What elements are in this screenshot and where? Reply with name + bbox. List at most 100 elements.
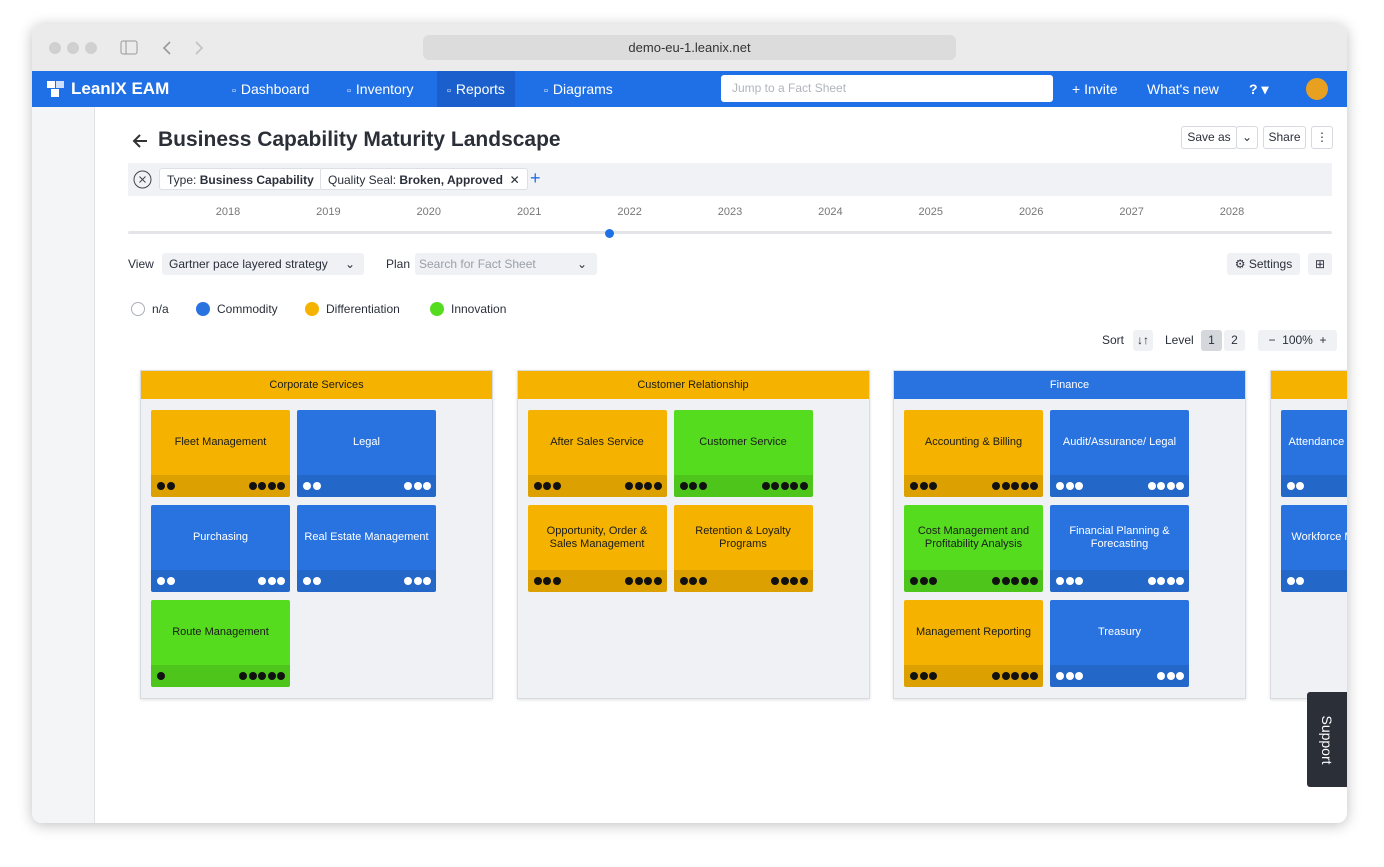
window-minimize[interactable] <box>67 42 79 54</box>
clear-filters[interactable] <box>133 170 152 189</box>
group-header <box>1270 371 1347 399</box>
maturity-dots <box>992 577 1038 585</box>
dot <box>552 577 561 585</box>
settings-button[interactable]: ⚙ Settings <box>1227 253 1300 275</box>
browser-nav-icons[interactable] <box>120 39 240 57</box>
capability-card[interactable]: Accounting & Billing <box>904 410 1043 497</box>
legend-item[interactable]: Differentiation <box>305 301 400 317</box>
dot <box>1157 672 1165 680</box>
nav-label: Dashboard <box>240 81 310 97</box>
dot <box>919 482 928 490</box>
plan-select[interactable]: Search for Fact Sheet ⌄ <box>415 253 597 275</box>
capability-group: Attendance ManagementRecruitingWorkforce… <box>1269 370 1347 699</box>
card-footer <box>904 475 1043 497</box>
nav-item[interactable]: ▫ Inventory <box>337 71 424 107</box>
nav-item[interactable]: ▫ Reports <box>437 71 515 107</box>
support-tab[interactable]: Support <box>1307 692 1347 787</box>
address-bar[interactable]: demo-eu-1.leanix.net <box>423 35 956 60</box>
support-label: Support <box>1319 715 1335 765</box>
help-menu[interactable]: ? ▾ <box>1249 81 1269 97</box>
dot <box>533 577 542 585</box>
sort-button[interactable]: ↓↑ <box>1133 330 1153 351</box>
capability-card[interactable]: Cost Management and Profitability Analys… <box>904 505 1043 592</box>
dot <box>552 482 561 490</box>
capability-card[interactable]: Opportunity, Order & Sales Management <box>527 505 667 592</box>
dot <box>1166 482 1175 490</box>
share-button[interactable]: Share <box>1263 126 1306 149</box>
invite-button[interactable]: + Invite <box>1072 81 1118 97</box>
capability-card[interactable]: Attendance Management <box>1280 410 1347 497</box>
dot <box>267 672 276 680</box>
zoom-value: 100% <box>1282 333 1313 347</box>
dot <box>625 577 633 585</box>
dot <box>653 482 662 490</box>
legend-label: Commodity <box>217 302 278 316</box>
whats-new[interactable]: What's new <box>1147 81 1219 97</box>
maturity-dots <box>910 577 937 585</box>
dot <box>258 672 266 680</box>
brand-name[interactable]: LeanIX EAM <box>71 79 170 98</box>
maturity-dots <box>1147 577 1184 585</box>
capability-card[interactable]: Management Reporting <box>904 600 1043 687</box>
card-label: Attendance Management <box>1288 436 1347 448</box>
maturity-dots <box>1056 577 1083 585</box>
window-close[interactable] <box>49 42 61 54</box>
dot <box>248 482 257 490</box>
capability-card[interactable]: Financial Planning & Forecasting <box>1050 505 1189 592</box>
more-button[interactable]: ⋮ <box>1311 126 1333 149</box>
dot <box>157 577 165 585</box>
capability-card[interactable]: Real Estate Management <box>297 505 436 592</box>
maturity-dots <box>910 672 937 680</box>
capability-card[interactable]: Route Management <box>151 600 290 687</box>
save-as-button[interactable]: Save as <box>1181 126 1237 149</box>
user-avatar[interactable] <box>1306 78 1328 100</box>
card-label: Legal <box>353 436 380 448</box>
filter-chip[interactable]: Quality Seal: Broken, Approved ✕ <box>320 168 528 190</box>
dot <box>919 577 928 585</box>
dot <box>404 577 412 585</box>
maturity-dots <box>303 577 321 585</box>
add-filter[interactable]: + <box>530 168 541 188</box>
back-arrow[interactable] <box>131 133 149 149</box>
capability-card[interactable]: Customer Service <box>673 410 813 497</box>
legend-item[interactable]: n/a <box>131 301 169 317</box>
card-label: Route Management <box>172 626 269 638</box>
capability-card[interactable]: Retention & Loyalty Programs <box>673 505 813 592</box>
zoom-control[interactable]: − 100% + <box>1258 330 1337 351</box>
filter-label: Type: <box>167 173 197 187</box>
save-as-dropdown[interactable]: ⌄ <box>1236 126 1258 149</box>
capability-group: Customer Relationship After Sales Service… <box>516 370 870 699</box>
url-text: demo-eu-1.leanix.net <box>628 40 751 55</box>
layout-toggle[interactable]: ⊞ <box>1308 253 1332 275</box>
dot <box>1065 482 1074 490</box>
legend-item[interactable]: Innovation <box>430 301 506 317</box>
window-zoom[interactable] <box>85 42 97 54</box>
card-footer <box>1280 475 1347 497</box>
timeline-handle[interactable] <box>605 229 614 238</box>
nav-item[interactable]: ▫ Diagrams <box>534 71 623 107</box>
maturity-dots <box>992 672 1038 680</box>
dot <box>543 482 551 490</box>
capability-card[interactable]: Legal <box>297 410 436 497</box>
dot <box>1296 577 1304 585</box>
dot <box>1166 577 1175 585</box>
capability-card[interactable]: After Sales Service <box>527 410 667 497</box>
maturity-dots <box>404 577 431 585</box>
capability-card[interactable]: Workforce Management <box>1280 505 1347 592</box>
search-input[interactable]: Jump to a Fact Sheet <box>721 75 1053 102</box>
level-button[interactable]: 2 <box>1224 330 1245 351</box>
dot <box>790 482 798 490</box>
view-select[interactable]: Gartner pace layered strategy ⌄ <box>162 253 364 275</box>
legend-swatch <box>131 302 145 316</box>
capability-card[interactable]: Treasury <box>1050 600 1189 687</box>
dot <box>312 577 321 585</box>
card-label: After Sales Service <box>550 436 644 448</box>
capability-card[interactable]: Purchasing <box>151 505 290 592</box>
nav-item[interactable]: ▫ Dashboard <box>222 71 319 107</box>
capability-card[interactable]: Audit/Assurance/ Legal <box>1050 410 1189 497</box>
card-footer <box>1050 475 1189 497</box>
filter-chip[interactable]: Type: Business Capability <box>159 168 322 190</box>
capability-card[interactable]: Fleet Management <box>151 410 290 497</box>
legend-item[interactable]: Commodity <box>196 301 278 317</box>
level-button[interactable]: 1 <box>1201 330 1222 351</box>
